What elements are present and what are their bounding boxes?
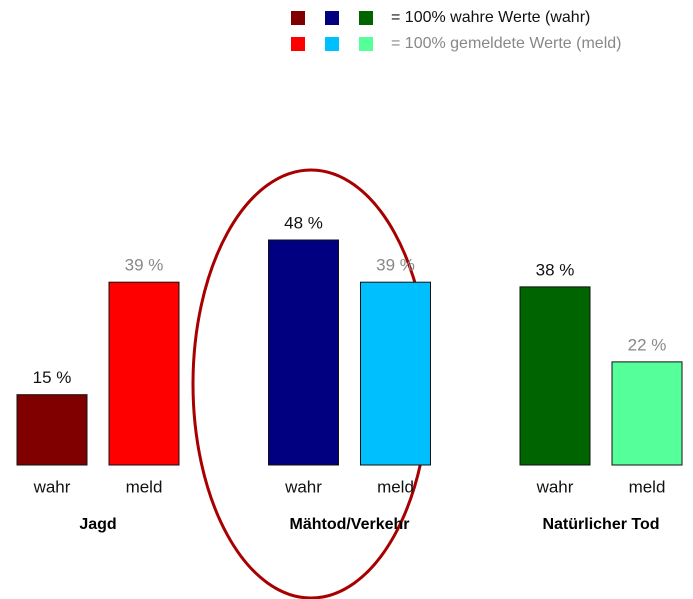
bar <box>519 286 591 466</box>
legend-label: = 100% wahre Werte (wahr) <box>391 9 590 26</box>
value-label: 22 % <box>628 335 667 354</box>
bar-label: meld <box>629 477 666 496</box>
bar-label: wahr <box>284 477 322 496</box>
legend-swatch <box>359 37 373 51</box>
bar <box>611 361 683 466</box>
group-label: Jagd <box>79 516 116 533</box>
bar-label: wahr <box>536 477 574 496</box>
legend-label: = 100% gemeldete Werte (meld) <box>391 35 621 52</box>
legend-swatch <box>291 11 305 25</box>
legend-swatch <box>325 11 339 25</box>
bar-label: meld <box>377 477 414 496</box>
bar <box>268 239 339 466</box>
value-label: 39 % <box>125 256 164 275</box>
bar <box>108 281 180 466</box>
legend-swatch <box>325 37 339 51</box>
group-label: Natürlicher Tod <box>542 516 659 533</box>
bar <box>16 394 88 466</box>
bar <box>360 281 431 466</box>
value-label: 38 % <box>536 260 575 279</box>
bar-label: meld <box>126 477 163 496</box>
value-label: 15 % <box>33 368 72 387</box>
legend-swatch <box>359 11 373 25</box>
group-label: Mähtod/Verkehr <box>289 516 409 533</box>
value-label: 48 % <box>284 213 323 232</box>
value-label: 39 % <box>376 256 415 275</box>
legend-swatch <box>291 37 305 51</box>
bar-label: wahr <box>33 477 71 496</box>
